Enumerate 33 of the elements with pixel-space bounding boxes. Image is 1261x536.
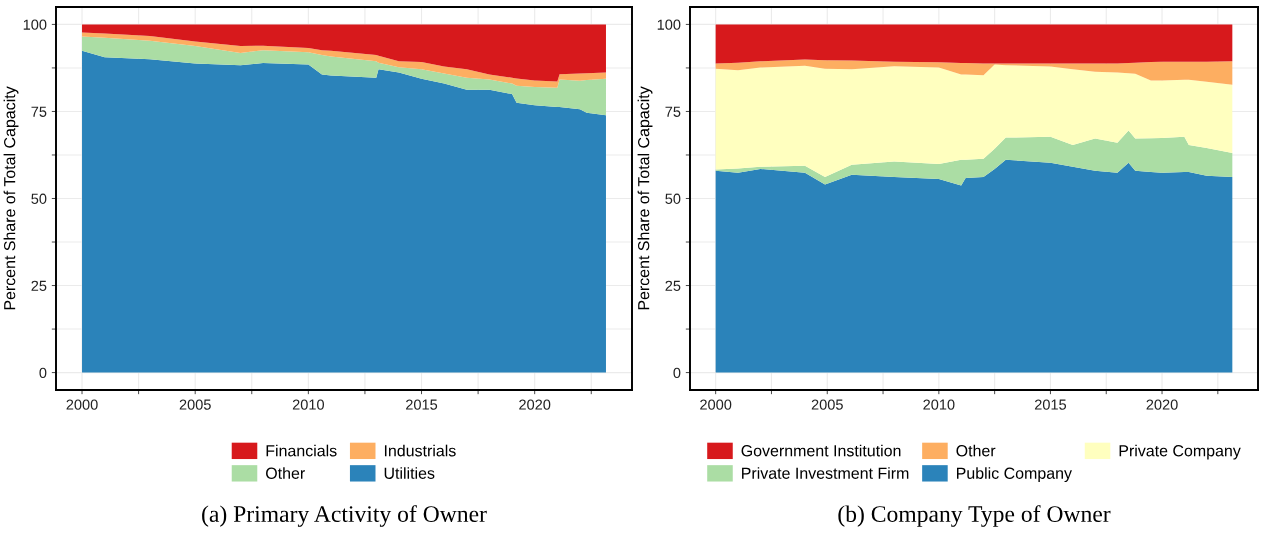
x-tick-label: 2000 [66, 399, 98, 410]
legend-label: Other [266, 467, 305, 479]
x-tick-label: 2000 [700, 399, 732, 410]
legend-label: Private Investment Firm [742, 467, 909, 479]
x-tick-label: 2010 [923, 399, 955, 410]
y-tick-label: 100 [657, 19, 681, 30]
legend-label: Government Institution [741, 444, 901, 457]
y-tick-label: 50 [665, 193, 681, 204]
y-axis-title: Percent Share of Total Capacity [3, 86, 19, 310]
y-tick-label: 75 [665, 106, 681, 117]
y-tick-label: 75 [31, 106, 47, 117]
y-tick-label: 50 [31, 193, 47, 204]
y-axis-title: Percent Share of Total Capacity [637, 86, 653, 310]
x-tick-label: 2005 [179, 399, 211, 410]
legend-label: Private Company [1119, 444, 1241, 460]
legend-label: Industrials [384, 444, 456, 457]
x-tick-label: 2005 [811, 399, 843, 410]
x-tick-label: 2015 [1034, 399, 1067, 410]
legend-label: Other [956, 444, 996, 457]
x-tick-label: 2015 [406, 399, 438, 410]
text: (b) Company Type of Owner [838, 505, 1111, 527]
y-tick-label: 100 [23, 19, 47, 30]
x-tick-label: 2020 [1146, 399, 1178, 410]
y-tick-label: 25 [31, 280, 47, 291]
legend-label: Utilities [384, 467, 435, 479]
legend-label: Public Company [957, 467, 1072, 483]
y-tick-label: 0 [39, 367, 47, 379]
y-tick-label: 25 [665, 280, 681, 291]
x-tick-label: 2020 [519, 399, 551, 410]
x-tick-label: 2010 [292, 399, 325, 410]
legend-label: Financials [266, 444, 337, 457]
text: (a) Primary Activity of Owner [202, 505, 487, 527]
y-tick-label: 0 [673, 367, 681, 379]
